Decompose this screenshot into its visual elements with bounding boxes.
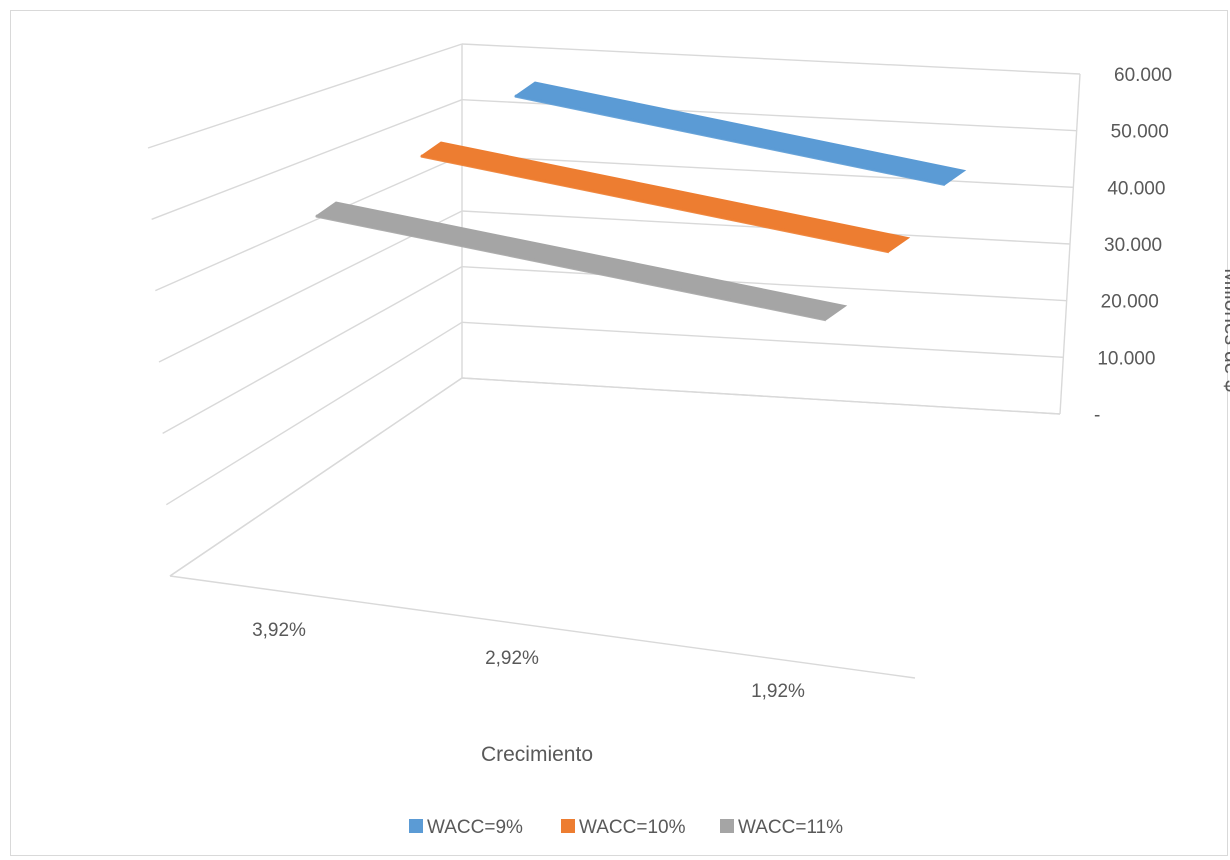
side-wall-gridline <box>169 377 463 577</box>
series-ribbon-edge-2 <box>315 214 827 322</box>
legend: WACC=9% WACC=10% WACC=11% <box>409 817 843 838</box>
legend-swatch <box>561 819 575 833</box>
x-axis-line <box>169 575 916 679</box>
y-tick-label: 60.000 <box>1114 65 1172 86</box>
x-tick-label: 1,92% <box>751 681 805 702</box>
series-ribbon-edge-0 <box>514 94 946 187</box>
x-tick-label: 3,92% <box>252 620 306 641</box>
series-ribbons <box>314 81 967 322</box>
legend-label: WACC=10% <box>579 817 686 838</box>
y-tick-label: - <box>1094 405 1100 426</box>
series-ribbon-edge-1 <box>420 154 890 254</box>
side-wall-gridline <box>151 99 463 220</box>
y-tick-label: 20.000 <box>1101 292 1159 313</box>
y-axis-title: Millones de $ <box>1220 268 1230 392</box>
chart-walls <box>169 44 1081 679</box>
side-wall-gridline <box>147 43 463 149</box>
back-wall-gridline <box>461 154 1074 189</box>
legend-swatch <box>720 819 734 833</box>
back-wall-gridline <box>461 321 1064 359</box>
y-axis-ticks: - 10.000 20.000 30.000 40.000 50.000 60.000 <box>1094 65 1172 426</box>
side-wall-gridline <box>155 154 463 292</box>
chart-frame <box>10 10 1228 856</box>
x-tick-label: 2,92% <box>485 648 539 669</box>
x-axis-title: Crecimiento <box>481 743 593 766</box>
y-tick-label: 30.000 <box>1104 235 1162 256</box>
y-tick-label: 10.000 <box>1097 348 1155 369</box>
back-wall-gridline <box>461 265 1067 302</box>
back-wall-gridline <box>461 43 1081 75</box>
legend-swatch <box>409 819 423 833</box>
legend-label: WACC=11% <box>738 817 843 838</box>
side-wall-gridline <box>165 321 463 506</box>
x-axis-ticks: 3,92% 2,92% 1,92% <box>252 620 805 702</box>
y-tick-label: 50.000 <box>1111 122 1169 143</box>
back-wall-gridline <box>461 377 1061 415</box>
legend-label: WACC=9% <box>427 817 523 838</box>
side-wall-gridline <box>162 266 463 434</box>
gridlines <box>147 43 1081 577</box>
y-tick-label: 40.000 <box>1107 178 1165 199</box>
